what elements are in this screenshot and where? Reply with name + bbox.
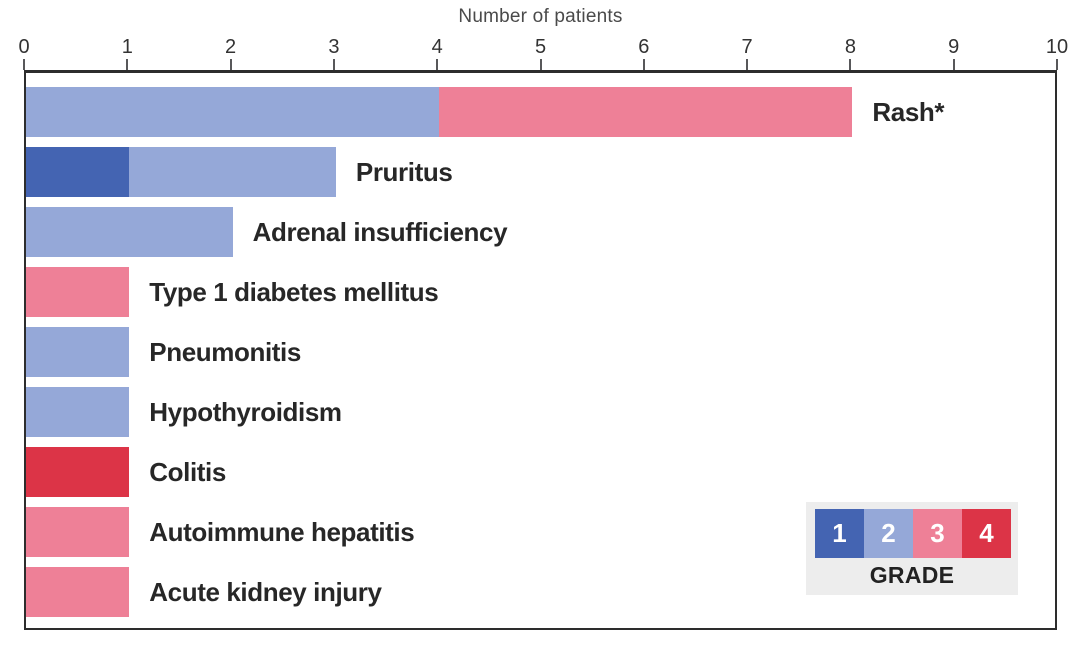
- bar-row: [26, 267, 130, 317]
- bar-segment-grade-3: [26, 267, 130, 317]
- x-axis-tick-mark: [1056, 59, 1058, 70]
- bar-row: [26, 447, 130, 497]
- x-axis-tick-label: 6: [638, 36, 650, 58]
- x-axis-tick-label: 5: [534, 36, 547, 58]
- x-axis-tick-label: 0: [18, 36, 30, 58]
- x-axis-tick-mark: [952, 59, 955, 70]
- category-label: Rash*: [872, 97, 945, 127]
- legend-swatch-grade-3: 3: [913, 509, 962, 558]
- x-axis-tick-mark: [539, 59, 542, 70]
- x-axis-tick-mark: [849, 59, 852, 70]
- x-axis-tick-label: 4: [431, 36, 443, 58]
- legend-title: GRADE: [869, 562, 955, 588]
- x-axis-tick-label: 7: [741, 36, 753, 58]
- x-axis-tick-mark: [332, 59, 335, 70]
- x-axis-tick-mark: [23, 59, 25, 70]
- bar-segment-grade-3: [439, 87, 853, 137]
- x-axis-tick-label: 8: [844, 36, 856, 58]
- bar-segment-grade-2: [26, 387, 130, 437]
- category-label: Hypothyroidism: [149, 397, 342, 427]
- category-label: Type 1 diabetes mellitus: [149, 277, 439, 307]
- bar-row: [26, 567, 130, 617]
- bar-segment-grade-3: [26, 507, 130, 557]
- x-axis-title: Number of patients: [458, 6, 623, 27]
- bar-segment-grade-2: [26, 207, 233, 257]
- legend-swatch-grade-1: 1: [815, 509, 864, 558]
- bar-segment-grade-2: [26, 327, 130, 377]
- x-axis-tick-mark: [229, 59, 232, 70]
- bar-row: [26, 327, 130, 377]
- category-label: Pneumonitis: [149, 337, 301, 367]
- x-axis-tick-label: 9: [948, 36, 960, 58]
- bar-segment-grade-3: [26, 567, 130, 617]
- category-label: Autoimmune hepatitis: [149, 517, 415, 547]
- x-axis-tick-mark: [126, 59, 129, 70]
- bar-segment-grade-1: [26, 147, 130, 197]
- category-label: Pruritus: [355, 157, 453, 187]
- category-label: Acute kidney injury: [149, 577, 382, 607]
- category-label: Colitis: [149, 457, 226, 487]
- category-label: Adrenal insufficiency: [252, 217, 508, 247]
- legend-swatch-grade-2: 2: [864, 509, 913, 558]
- bar-segment-grade-4: [26, 447, 130, 497]
- bar-segment-grade-2: [26, 87, 440, 137]
- x-axis-tick-mark: [642, 59, 645, 70]
- bar-row: [26, 87, 853, 137]
- bar-row: [26, 387, 130, 437]
- x-axis-tick-label: 10: [1045, 36, 1069, 58]
- bar-row: [26, 507, 130, 557]
- bar-segment-grade-2: [129, 147, 336, 197]
- x-axis-tick-label: 2: [225, 36, 237, 58]
- legend-swatch-grade-4: 4: [962, 509, 1011, 558]
- x-axis-tick-label: 3: [328, 36, 340, 58]
- bar-row: [26, 207, 233, 257]
- x-axis-tick-label: 1: [121, 36, 133, 58]
- x-axis-tick-mark: [436, 59, 439, 70]
- bar-row: [26, 147, 336, 197]
- x-axis-tick-mark: [746, 59, 749, 70]
